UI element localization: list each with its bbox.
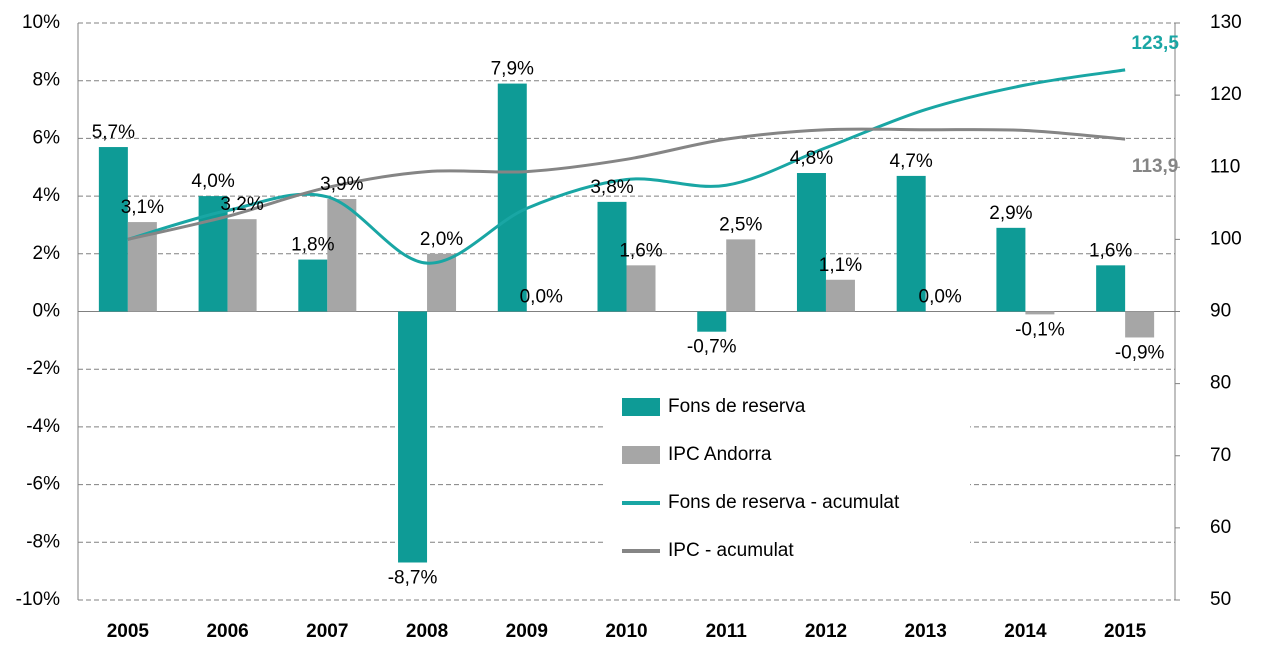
y-tick-label: 4% [33, 185, 61, 206]
bar [896, 175, 926, 312]
bar [726, 239, 756, 312]
data-label: 3,8% [590, 177, 633, 198]
legend-label: Fons de reserva - acumulat [668, 492, 900, 513]
y2-tick-label: 50 [1210, 589, 1231, 610]
x-tick-label: 2011 [706, 621, 748, 642]
x-tick-label: 2009 [506, 621, 548, 642]
x-tick-label: 2005 [107, 621, 150, 642]
data-label: 0,0% [919, 287, 962, 308]
data-label: 2,0% [420, 229, 463, 250]
y-tick-label: -6% [26, 474, 60, 495]
x-tick-label: 2008 [406, 621, 448, 642]
x-tick-label: 2007 [306, 621, 348, 642]
data-label: 1,6% [619, 240, 662, 261]
bar [1096, 265, 1126, 312]
bar [996, 227, 1026, 312]
y-tick-label: 6% [33, 127, 61, 148]
data-label: 3,1% [121, 197, 164, 218]
y-tick-label: -8% [26, 531, 60, 552]
x-tick-label: 2013 [905, 621, 947, 642]
bar [327, 198, 357, 312]
data-label: 4,0% [191, 171, 234, 192]
y-tick-label: -2% [26, 358, 60, 379]
legend-swatch [622, 398, 660, 416]
legend-label: Fons de reserva [668, 396, 806, 417]
data-label: 1,6% [1089, 240, 1132, 261]
x-tick-label: 2012 [805, 621, 847, 642]
data-label: 2,9% [989, 203, 1032, 224]
bar [697, 311, 727, 332]
bar [298, 259, 328, 312]
y2-tick-label: 80 [1210, 373, 1231, 394]
data-label: 4,8% [790, 148, 833, 169]
x-tick-label: 2015 [1104, 621, 1147, 642]
data-label: 1,8% [291, 235, 334, 256]
y2-tick-label: 90 [1210, 301, 1231, 322]
bar [1125, 311, 1155, 338]
line-end-label: 123,5 [1131, 33, 1179, 54]
y2-tick-label: 60 [1210, 517, 1231, 538]
data-label: 0,0% [520, 287, 563, 308]
x-tick-label: 2006 [206, 621, 248, 642]
y-tick-label: -10% [16, 589, 60, 610]
data-label: 3,2% [220, 194, 263, 215]
bar [626, 265, 656, 312]
bar [227, 219, 257, 312]
data-label: -0,9% [1115, 342, 1165, 363]
y2-tick-label: 120 [1210, 84, 1242, 105]
y2-tick-label: 110 [1210, 156, 1240, 177]
data-label: 3,9% [320, 174, 363, 195]
y-tick-label: 10% [22, 12, 60, 33]
data-label: 5,7% [92, 122, 135, 143]
y2-tick-label: 70 [1210, 445, 1231, 466]
data-label: 2,5% [719, 214, 762, 235]
line-end-label: 113,9 [1132, 156, 1179, 177]
bar [98, 147, 128, 312]
legend-label: IPC Andorra [668, 444, 772, 465]
y2-tick-label: 130 [1210, 12, 1242, 33]
data-label: 1,1% [819, 255, 862, 276]
y2-tick-label: 100 [1210, 228, 1242, 249]
data-label: -8,7% [388, 568, 438, 589]
bar [497, 83, 527, 312]
legend [605, 382, 970, 572]
legend-swatch [622, 446, 660, 464]
x-tick-label: 2014 [1004, 621, 1047, 642]
x-tick-label: 2010 [605, 621, 647, 642]
bar [796, 173, 826, 312]
line [127, 127, 1126, 241]
data-label: 4,7% [890, 151, 933, 172]
data-label: 7,9% [491, 59, 534, 80]
data-label: -0,7% [687, 337, 737, 358]
legend-label: IPC - acumulat [668, 540, 794, 561]
bar [398, 311, 428, 563]
y-tick-label: 0% [33, 301, 61, 322]
y-tick-label: 8% [33, 70, 61, 91]
data-label: -0,1% [1015, 319, 1065, 340]
y-tick-label: -4% [26, 416, 60, 437]
bar [597, 201, 627, 312]
bar [1025, 311, 1055, 315]
bar [825, 279, 855, 312]
y-tick-label: 2% [33, 243, 61, 264]
